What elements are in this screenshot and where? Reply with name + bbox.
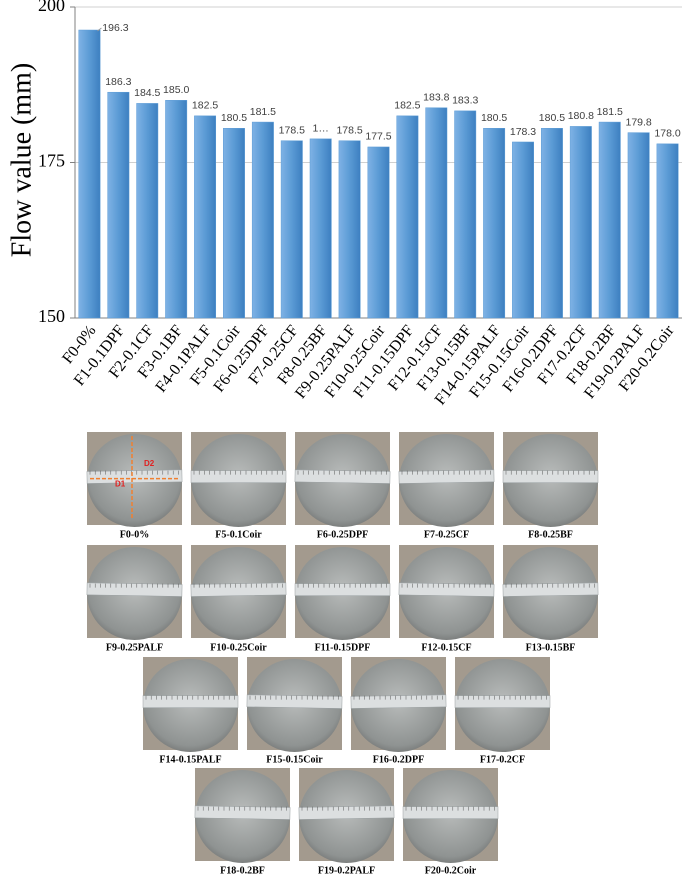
photo — [454, 657, 551, 752]
photo — [246, 657, 343, 752]
bar — [627, 132, 650, 319]
y-tick-label: 175 — [38, 151, 65, 171]
photo-caption: F0-0% — [120, 529, 149, 540]
photo-caption: F12-0.15CF — [421, 642, 471, 653]
photo-caption: F18-0.2BF — [220, 865, 265, 876]
photo-caption: F11-0.15DPF — [315, 642, 371, 653]
bar — [338, 140, 361, 319]
value-label: 182.5 — [394, 100, 420, 112]
photo-caption: F16-0.2DPF — [373, 754, 424, 765]
bar — [251, 121, 274, 319]
value-label: 184.5 — [134, 87, 160, 99]
bar — [454, 110, 477, 319]
photo-caption: F15-0.15Coir — [266, 754, 323, 765]
value-label: 185.0 — [163, 84, 189, 96]
bar — [396, 115, 419, 319]
y-tick-label: 200 — [38, 0, 65, 15]
bar — [165, 100, 188, 319]
photo — [142, 657, 239, 752]
bar — [136, 103, 159, 319]
bar — [78, 29, 101, 319]
y-axis-label: Flow value (mm) — [6, 63, 37, 257]
bar — [425, 107, 448, 319]
bar — [367, 146, 390, 319]
value-label: 178.5 — [336, 125, 362, 137]
photo — [294, 545, 391, 640]
photo — [298, 768, 395, 863]
photo-caption: F8-0.25BF — [528, 529, 573, 540]
photo — [194, 768, 291, 863]
photo — [502, 545, 599, 640]
photo — [398, 545, 495, 640]
photo — [294, 432, 391, 527]
bar — [280, 140, 303, 319]
photo-caption: F9-0.25PALF — [106, 642, 163, 653]
photo-caption: F19-0.2PALF — [318, 865, 375, 876]
value-label: 196.3 — [102, 22, 128, 34]
value-label: 178.5 — [279, 125, 305, 137]
value-label: 186.3 — [105, 76, 131, 88]
bar — [656, 143, 679, 319]
value-label: 182.5 — [192, 100, 218, 112]
bar — [194, 115, 217, 319]
photo — [190, 545, 287, 640]
bar — [512, 141, 534, 319]
photo — [86, 545, 183, 640]
bar — [223, 128, 245, 319]
y-tick-label: 150 — [38, 306, 65, 326]
bar — [569, 126, 592, 319]
photo-caption: F7-0.25CF — [424, 529, 469, 540]
value-label: 183.8 — [423, 92, 449, 104]
bar — [540, 128, 563, 319]
value-label: 180.8 — [568, 110, 594, 122]
value-label: 183.3 — [452, 95, 478, 107]
value-label: 181.5 — [597, 106, 623, 118]
bar — [483, 128, 506, 319]
photo — [398, 432, 495, 527]
value-label: 179.8 — [626, 116, 652, 128]
photo-caption: F10-0.25Coir — [210, 642, 267, 653]
value-label: 178.0 — [654, 128, 680, 140]
leader-line — [97, 27, 102, 32]
value-label: 1… — [313, 123, 329, 135]
value-label: 180.5 — [539, 112, 565, 124]
photo: D2 D1 — [86, 432, 183, 527]
photo-caption: F17-0.2CF — [480, 754, 525, 765]
value-label: 180.5 — [481, 112, 507, 124]
photo-caption: F13-0.15BF — [526, 642, 576, 653]
bar — [309, 138, 332, 319]
value-label: 177.5 — [365, 131, 391, 143]
annotation: D1 — [115, 480, 126, 489]
photo — [502, 432, 599, 527]
photo-caption: F6-0.25DPF — [317, 529, 368, 540]
annotation: D2 — [144, 459, 155, 468]
value-label: 178.3 — [510, 126, 536, 138]
value-label: 180.5 — [221, 112, 247, 124]
value-label: 181.5 — [250, 106, 276, 118]
photo-caption: F14-0.15PALF — [159, 754, 221, 765]
bar — [598, 121, 621, 319]
photo — [402, 768, 499, 863]
photo — [350, 657, 447, 752]
bar — [107, 91, 130, 319]
photo — [190, 432, 287, 527]
photo-caption: F20-0.2Coir — [425, 865, 477, 876]
photo-caption: F5-0.1Coir — [215, 529, 262, 540]
